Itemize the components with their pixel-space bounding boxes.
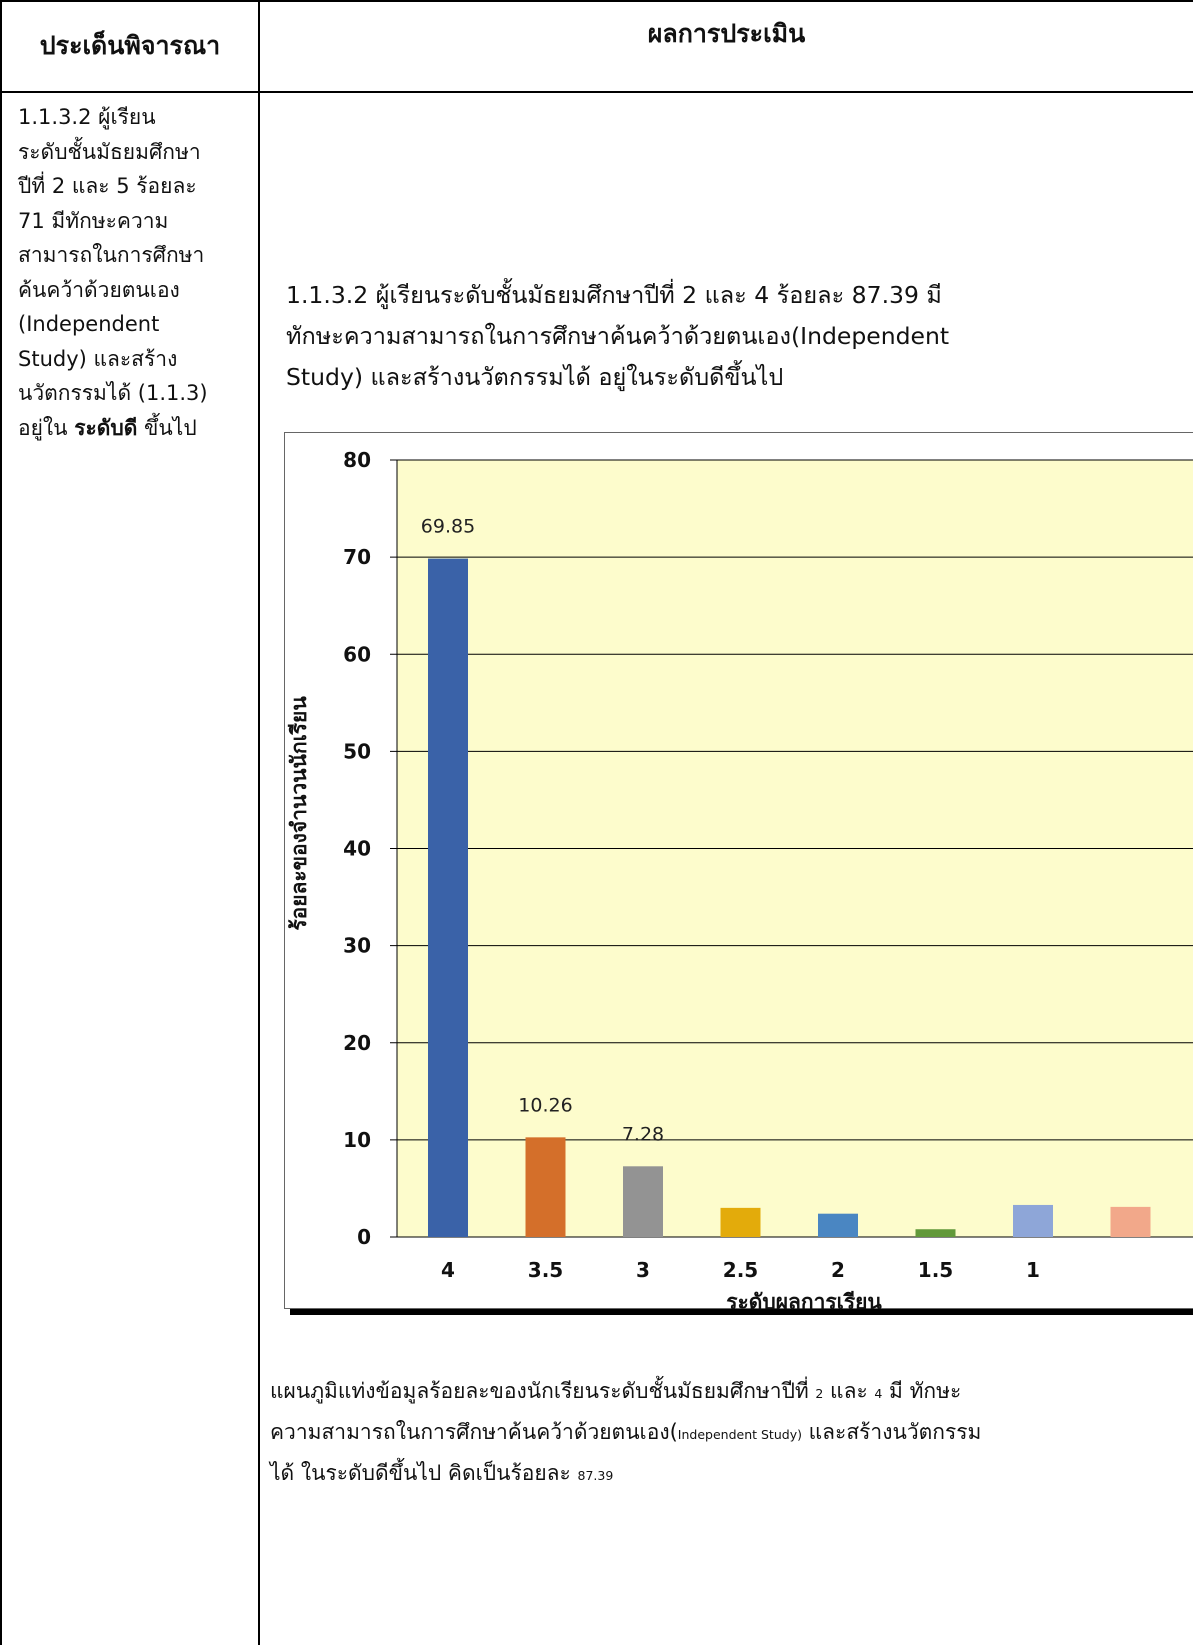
bar — [525, 1137, 566, 1237]
caption-line-1: แผนภูมิแท่งข้อมูลร้อยละของนักเรียนระดับช… — [270, 1372, 1190, 1413]
y-tick-label: 0 — [357, 1225, 371, 1249]
chart-caption: แผนภูมิแท่งข้อมูลร้อยละของนักเรียนระดับช… — [270, 1372, 1190, 1495]
caption-text: ได้ ในระดับดีขึ้นไป คิดเป็นร้อยละ — [270, 1461, 578, 1485]
bar — [915, 1229, 956, 1237]
y-axis-title: ร้อยละของจำนวนนักเรียน — [287, 696, 311, 931]
criteria-line: ระดับชั้นมัธยมศึกษา — [18, 139, 201, 164]
criteria-suffix: ขึ้นไป — [137, 415, 197, 440]
criteria-level-bold: ระดับดี — [74, 415, 138, 440]
bar — [1110, 1206, 1151, 1237]
x-tick-label: 4 — [441, 1258, 455, 1282]
y-tick-label: 20 — [343, 1031, 371, 1055]
header-left-cell: ประเด็นพิจารณา — [2, 0, 258, 92]
bar-chart: 0 10 20 30 40 50 60 70 80 4 69.85 3.5 10.26 3 7.28 2.5 2… — [284, 432, 1193, 1317]
y-tick-label: 30 — [343, 934, 371, 958]
y-tick-label: 50 — [343, 739, 371, 763]
x-tick-label: 2.5 — [723, 1258, 758, 1282]
table-border-top — [0, 0, 1193, 2]
table-border-left — [0, 0, 2, 1645]
criteria-line: ปีที่ 2 และ 5 ร้อยละ — [18, 174, 197, 198]
caption-text: ความสามารถในการศึกษาค้นคว้าด้วยตนเอง( — [270, 1420, 678, 1444]
criteria-line: นวัตกรรมได้ (1.1.3) — [18, 381, 208, 405]
caption-text: และสร้างนวัตกรรม — [801, 1420, 982, 1444]
bar — [720, 1207, 761, 1237]
caption-text: มี ทักษะ — [882, 1379, 962, 1403]
bar — [818, 1213, 858, 1237]
x-tick-label: 2 — [831, 1258, 845, 1282]
data-label: 7.28 — [622, 1123, 664, 1145]
intro-line: ทักษะความสามารถในการศึกษาค้นคว้าด้วยตนเอ… — [286, 322, 950, 350]
criteria-line: 1.1.3.2 ผู้เรียน — [18, 105, 156, 129]
criteria-line: ค้นคว้าด้วยตนเอง — [18, 277, 180, 302]
bar — [428, 558, 468, 1237]
caption-small-text: Independent Study) — [677, 1427, 802, 1442]
criteria-line-last: อยู่ใน ระดับดี ขึ้นไป — [18, 411, 250, 446]
header-right-label: ผลการประเมิน — [647, 19, 806, 48]
criteria-prefix: อยู่ใน — [18, 415, 75, 440]
caption-small-number: 2 — [815, 1386, 824, 1401]
caption-small-number: 4 — [874, 1386, 883, 1401]
criteria-line: สามารถในการศึกษา — [18, 243, 205, 267]
y-tick-label: 70 — [343, 545, 371, 569]
data-label: 69.85 — [421, 516, 475, 538]
caption-line-2: ความสามารถในการศึกษาค้นคว้าด้วยตนเอง(Ind… — [270, 1413, 1190, 1454]
x-tick-label: 1 — [1026, 1258, 1040, 1282]
header-right-cell: ผลการประเมิน — [260, 0, 1193, 80]
caption-text: และ — [823, 1379, 875, 1403]
bar — [1013, 1204, 1053, 1237]
x-axis-title: ระดับผลการเรียน — [726, 1290, 882, 1314]
y-tick-label: 80 — [343, 448, 371, 472]
criteria-line: (Independent — [18, 312, 160, 336]
data-label: 10.26 — [518, 1094, 572, 1116]
chart-svg: 0 10 20 30 40 50 60 70 80 4 69.85 3.5 10.26 3 7.28 2.5 2… — [284, 432, 1193, 1315]
caption-small-number: 87.39 — [577, 1468, 614, 1483]
y-tick-label: 10 — [343, 1128, 371, 1152]
header-left-label: ประเด็นพิจารณา — [39, 31, 221, 60]
table-column-divider — [258, 0, 260, 1645]
x-tick-label: 1.5 — [918, 1258, 953, 1282]
criteria-line: Study) และสร้าง — [18, 346, 178, 371]
result-intro: 1.1.3.2 ผู้เรียนระดับชั้นมัธยมศึกษาปีที่… — [286, 275, 1186, 398]
bar — [623, 1166, 663, 1237]
criteria-text: 1.1.3.2 ผู้เรียน ระดับชั้นมัธยมศึกษา ปีท… — [18, 100, 250, 445]
intro-line: 1.1.3.2 ผู้เรียนระดับชั้นมัธยมศึกษาปีที่… — [286, 281, 942, 309]
y-tick-label: 40 — [343, 837, 371, 861]
caption-text: แผนภูมิแท่งข้อมูลร้อยละของนักเรียนระดับช… — [270, 1379, 816, 1403]
criteria-line: 71 มีทักษะความ — [18, 208, 169, 233]
x-tick-label: 3.5 — [528, 1258, 563, 1282]
table-header-divider — [0, 91, 1193, 93]
intro-line: Study) และสร้างนวัตกรรมได้ อยู่ในระดับดี… — [286, 363, 784, 391]
y-tick-label: 60 — [343, 642, 371, 666]
x-tick-label: 3 — [636, 1258, 650, 1282]
caption-line-3: ได้ ในระดับดีขึ้นไป คิดเป็นร้อยละ 87.39 — [270, 1454, 1190, 1495]
